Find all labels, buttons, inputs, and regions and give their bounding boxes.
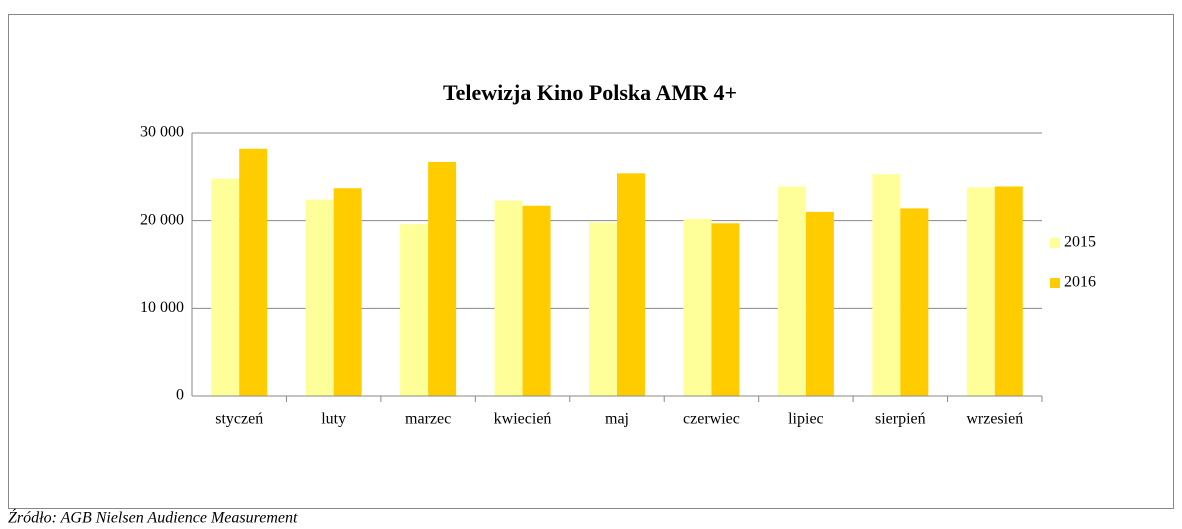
bar — [333, 188, 362, 396]
x-tick-label: wrzesień — [966, 411, 1023, 428]
legend-swatch — [1050, 278, 1060, 288]
bar — [777, 186, 806, 396]
x-tick-label: kwiecień — [494, 411, 552, 428]
bar — [305, 199, 334, 396]
y-tick-label: 20 000 — [140, 211, 184, 228]
bar — [900, 208, 929, 396]
bar — [617, 173, 645, 396]
x-tick-label: marzec — [405, 411, 451, 428]
bar — [428, 161, 457, 396]
legend-label: 2015 — [1064, 234, 1096, 251]
chart-title: Telewizja Kino Polska AMR 4+ — [443, 80, 737, 105]
legend-label: 2016 — [1064, 274, 1096, 291]
x-tick-label: maj — [605, 411, 629, 428]
bar — [872, 174, 901, 396]
bar — [994, 186, 1023, 396]
bar — [211, 178, 240, 396]
bar — [683, 218, 712, 396]
bar — [805, 211, 834, 396]
source-note: Źródło: AGB Nielsen Audience Measurement — [8, 508, 298, 527]
bar — [239, 148, 268, 396]
legend-swatch — [1050, 238, 1060, 248]
y-tick-label: 30 000 — [140, 124, 184, 141]
x-tick-label: czerwiec — [683, 411, 740, 428]
y-tick-label: 10 000 — [140, 299, 184, 316]
y-tick-label: 0 — [176, 387, 184, 404]
bar — [711, 223, 740, 396]
x-tick-label: sierpień — [875, 411, 926, 428]
x-tick-label: lipiec — [788, 411, 824, 428]
bar — [589, 222, 617, 396]
bar — [522, 205, 551, 396]
bar — [400, 224, 429, 396]
x-tick-label: luty — [321, 411, 346, 428]
bar — [494, 200, 523, 396]
bar — [966, 187, 995, 396]
x-tick-label: styczeń — [215, 411, 263, 428]
